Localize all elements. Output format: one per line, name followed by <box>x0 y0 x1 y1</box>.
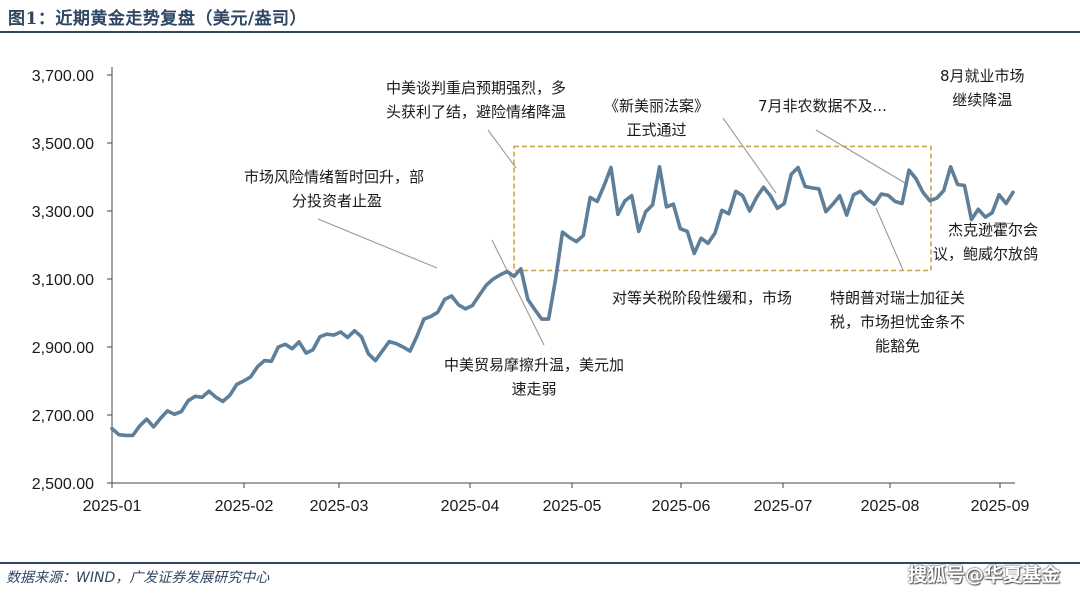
x-tick-label: 2025-01 <box>83 498 142 515</box>
price-series-layer <box>110 165 1015 438</box>
x-tick-label: 2025-05 <box>543 498 602 515</box>
y-tick-label: 2,900.00 <box>32 340 94 357</box>
y-tick-label: 2,700.00 <box>32 408 94 425</box>
annotation-line: 议，鲍威尔放鸽 <box>933 245 1039 263</box>
annotation-risk-sentiment: 市场风险情绪暂时回升，部 分投资者止盈 <box>244 165 424 213</box>
x-tick-label: 2025-06 <box>652 498 711 515</box>
annotation-line: 税，市场担忧金条不 <box>830 313 966 331</box>
annotation-leaders <box>317 117 1013 346</box>
x-tick-label: 2025-07 <box>754 498 813 515</box>
title-divider <box>0 31 1080 33</box>
chart-axes: 2,500.00 2,700.00 2,900.00 3,100.00 3,300.00… <box>32 67 1030 515</box>
annotation-line: 7月非农数据不及... <box>758 97 887 115</box>
x-tick-label: 2025-09 <box>971 498 1030 515</box>
annotation-trade-talks: 中美谈判重启预期强烈，多 头获利了结，避险情绪降温 <box>386 76 566 124</box>
annotation-jackson-hole: 杰克逊霍尔会 议，鲍威尔放鸽 <box>933 218 1038 266</box>
x-tick-label: 2025-08 <box>861 498 920 515</box>
annotation-line: 头获利了结，避险情绪降温 <box>386 103 567 121</box>
annotation-line: 继续降温 <box>952 91 1013 109</box>
gold-price-line <box>110 165 1015 438</box>
y-tick-label: 3,500.00 <box>32 136 94 153</box>
annotation-trade-friction: 中美贸易摩擦升温，美元加 速走弱 <box>444 353 624 401</box>
x-tick-label: 2025-04 <box>441 498 500 515</box>
annotation-leader-line <box>982 222 1013 228</box>
annotation-line: 正式通过 <box>626 121 687 139</box>
source-note: 数据来源：WIND，广发证券发展研究中心 <box>6 570 270 586</box>
annotation-leader-line <box>815 129 906 184</box>
y-tick-label: 3,700.00 <box>32 68 94 85</box>
annotation-leader-line <box>317 218 438 269</box>
annotation-line: 《新美丽法案》 <box>604 97 710 115</box>
y-tick-label: 2,500.00 <box>32 476 94 493</box>
annotation-line: 中美谈判重启预期强烈，多 <box>386 79 567 97</box>
figure-title: 图1：近期黄金走势复盘（美元/盎司） <box>8 9 308 29</box>
annotation-line: 特朗普对瑞士加征关 <box>830 289 966 307</box>
annotation-nonfarm: 7月非农数据不及... <box>758 94 887 118</box>
annotation-tariff-easing: 对等关税阶段性缓和，市场 <box>612 286 792 310</box>
y-tick-label: 3,100.00 <box>32 272 94 289</box>
annotation-jobs-cooling: 8月就业市场 继续降温 <box>940 64 1025 112</box>
x-tick-label: 2025-03 <box>310 498 369 515</box>
annotation-leader-line <box>491 239 545 346</box>
annotation-leader-line <box>487 129 517 169</box>
annotation-new-bill: 《新美丽法案》 正式通过 <box>604 94 709 142</box>
y-tick-label: 3,300.00 <box>32 204 94 221</box>
consolidation-box-layer <box>513 145 932 272</box>
annotation-line: 杰克逊霍尔会 <box>948 221 1039 239</box>
annotation-line: 市场风险情绪暂时回升，部 <box>244 168 425 186</box>
annotation-line: 能豁免 <box>875 337 921 355</box>
annotation-leader-line <box>875 207 904 271</box>
annotation-leader-line <box>722 117 777 194</box>
footer-divider <box>0 562 1080 564</box>
annotation-swiss-tariff: 特朗普对瑞士加征关 税，市场担忧金条不 能豁免 <box>830 286 965 358</box>
annotation-line: 分投资者止盈 <box>292 192 383 210</box>
x-tick-label: 2025-02 <box>215 498 274 515</box>
consolidation-range-box <box>513 145 932 272</box>
annotation-line: 8月就业市场 <box>940 67 1025 85</box>
annotation-line: 中美贸易摩擦升温，美元加 <box>444 356 625 374</box>
annotation-line: 速走弱 <box>511 380 557 398</box>
annotation-line: 对等关税阶段性缓和，市场 <box>612 289 793 307</box>
watermark: 搜狐号@华夏基金 <box>907 564 1060 586</box>
